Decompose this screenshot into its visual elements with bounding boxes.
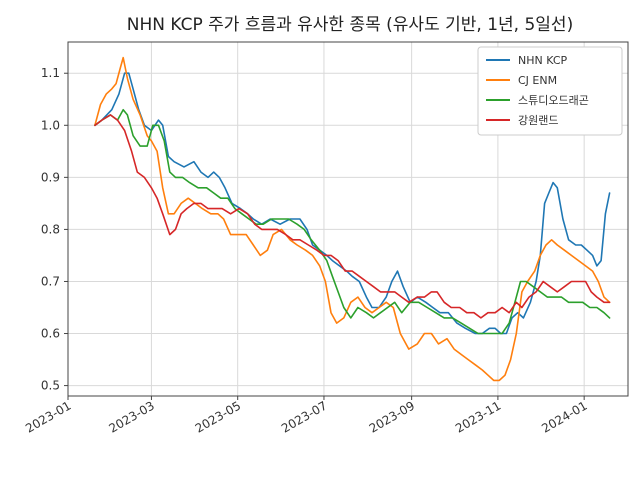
chart-title: NHN KCP 주가 흐름과 유사한 종목 (유사도 기반, 1년, 5일선) <box>127 15 573 35</box>
series-line-1 <box>94 56 611 382</box>
y-tick-label: 0.6 <box>41 327 60 341</box>
series-layer <box>94 56 611 382</box>
x-tick-label: 2023-03 <box>107 398 157 435</box>
legend-label-0: NHN KCP <box>518 54 568 67</box>
legend-box <box>477 46 623 136</box>
series-line-3 <box>94 114 611 319</box>
y-tick-label: 1.0 <box>41 118 60 132</box>
x-tick-label: 2023-05 <box>193 398 243 435</box>
series-line-2 <box>94 108 611 335</box>
x-tick-label: 2023-01 <box>23 398 73 435</box>
x-tick-label: 2023-07 <box>279 398 329 435</box>
y-tick-label: 0.7 <box>41 274 60 288</box>
series-line-0 <box>94 72 611 335</box>
legend-label-1: CJ ENM <box>518 74 557 87</box>
x-tick-label: 2024-01 <box>539 398 589 435</box>
grid-layer <box>67 42 628 396</box>
x-axis-ticks: 2023-01 2023-03 2023-05 2023-07 2023-09 2023-… <box>23 396 590 436</box>
x-tick-label: 2023-11 <box>453 398 503 435</box>
plot-area-frame <box>67 41 629 397</box>
y-tick-label: 0.5 <box>41 379 60 393</box>
legend-label-2: 스튜디오드래곤 <box>518 94 589 107</box>
y-tick-label: 0.9 <box>41 170 60 184</box>
legend-label-3: 강원랜드 <box>518 114 558 127</box>
y-tick-label: 1.1 <box>41 66 60 80</box>
x-tick-label: 2023-09 <box>367 398 417 435</box>
y-tick-label: 0.8 <box>41 222 60 236</box>
y-axis-ticks: 0.5 0.6 0.7 0.8 0.9 1.0 1.1 <box>41 66 68 393</box>
